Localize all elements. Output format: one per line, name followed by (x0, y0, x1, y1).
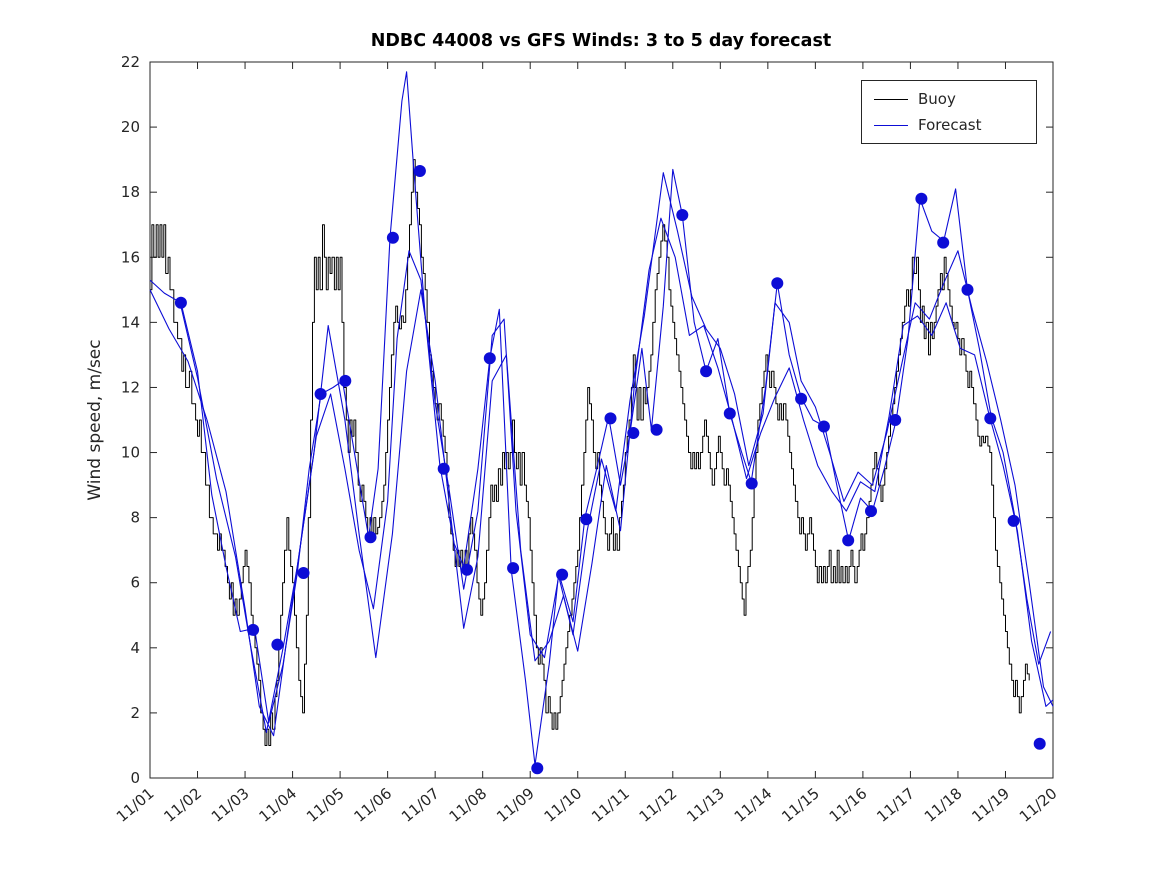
forecast-marker (961, 283, 974, 296)
legend-label: Forecast (918, 116, 982, 134)
forecast-marker (723, 407, 736, 420)
x-tick-label: 11/03 (208, 784, 253, 826)
x-tick-label: 11/16 (826, 784, 871, 826)
forecast-marker (817, 420, 830, 433)
y-tick-label: 12 (121, 378, 140, 396)
forecast-marker (1007, 514, 1020, 527)
y-tick-label: 18 (121, 183, 140, 201)
buoy-line-sample (874, 98, 908, 100)
forecast-marker (413, 165, 426, 177)
forecast-marker (580, 513, 593, 526)
legend-item-buoy: Buoy (874, 90, 1024, 108)
y-tick-label: 10 (121, 444, 140, 462)
y-tick-label: 16 (121, 248, 140, 266)
y-tick-label: 4 (130, 639, 140, 657)
x-tick-label: 11/13 (683, 784, 728, 826)
x-tick-label: 11/01 (113, 784, 158, 826)
y-tick-label: 2 (130, 704, 140, 722)
x-tick-label: 11/06 (351, 784, 396, 826)
x-tick-label: 11/19 (968, 784, 1013, 826)
forecast-marker (627, 427, 640, 439)
x-tick-label: 11/10 (541, 784, 586, 826)
forecast-marker (297, 567, 310, 579)
x-tick-label: 11/15 (778, 784, 823, 826)
forecast-marker (271, 638, 284, 651)
x-tick-label: 11/08 (446, 784, 491, 826)
x-tick-label: 11/12 (636, 784, 681, 826)
forecast-marker (842, 534, 855, 547)
forecast-marker (174, 296, 187, 309)
forecast-marker (771, 277, 784, 290)
buoy-line (150, 159, 1030, 746)
forecast-marker (461, 563, 473, 576)
forecast-marker (937, 236, 950, 249)
y-tick-label: 0 (130, 769, 140, 787)
forecast-marker (889, 414, 902, 426)
x-tick-label: 11/14 (731, 784, 776, 826)
y-tick-label: 20 (121, 118, 140, 136)
forecast-line (149, 71, 1052, 766)
x-tick-label: 11/20 (1016, 784, 1061, 826)
forecast-marker (314, 388, 327, 400)
forecast-marker (247, 623, 260, 636)
forecast-marker (745, 477, 758, 490)
x-tick-label: 11/04 (255, 784, 300, 826)
y-tick-label: 14 (121, 313, 140, 331)
y-tick-label: 22 (121, 53, 140, 71)
forecast-marker (650, 423, 663, 436)
x-tick-label: 11/05 (303, 784, 348, 826)
forecast-marker (915, 192, 928, 205)
chart-title: NDBC 44008 vs GFS Winds: 3 to 5 day fore… (371, 31, 832, 51)
forecast-marker (604, 412, 617, 425)
x-tick-label: 11/18 (921, 784, 966, 826)
legend-item-forecast: Forecast (874, 116, 1024, 134)
forecast-marker (795, 392, 808, 405)
forecast-marker (1033, 737, 1046, 750)
y-axis-label: Wind speed, m/sec (85, 339, 105, 500)
forecast-marker (507, 562, 520, 575)
legend-label: Buoy (918, 90, 956, 108)
forecast-marker (865, 505, 877, 518)
x-tick-label: 11/17 (873, 784, 918, 826)
x-tick-label: 11/11 (588, 784, 633, 826)
x-tick-label: 11/02 (160, 784, 205, 826)
forecast-line-sample (874, 124, 908, 126)
x-tick-label: 11/07 (398, 784, 443, 826)
legend: Buoy Forecast (861, 80, 1037, 144)
y-tick-label: 6 (130, 574, 140, 592)
forecast-line (180, 217, 1054, 733)
forecast-marker (339, 374, 352, 387)
forecast-marker (984, 412, 997, 425)
forecast-marker (676, 209, 689, 221)
plot-box (149, 61, 1054, 779)
y-tick-label: 8 (130, 509, 140, 527)
x-tick-label: 11/09 (493, 784, 538, 826)
forecast-marker (386, 231, 399, 244)
forecast-marker (531, 762, 544, 775)
forecast-marker (483, 352, 496, 365)
forecast-marker (364, 531, 377, 544)
forecast-marker (437, 462, 450, 475)
forecast-marker (700, 365, 713, 378)
forecast-line (149, 172, 1054, 737)
forecast-marker (556, 568, 569, 581)
